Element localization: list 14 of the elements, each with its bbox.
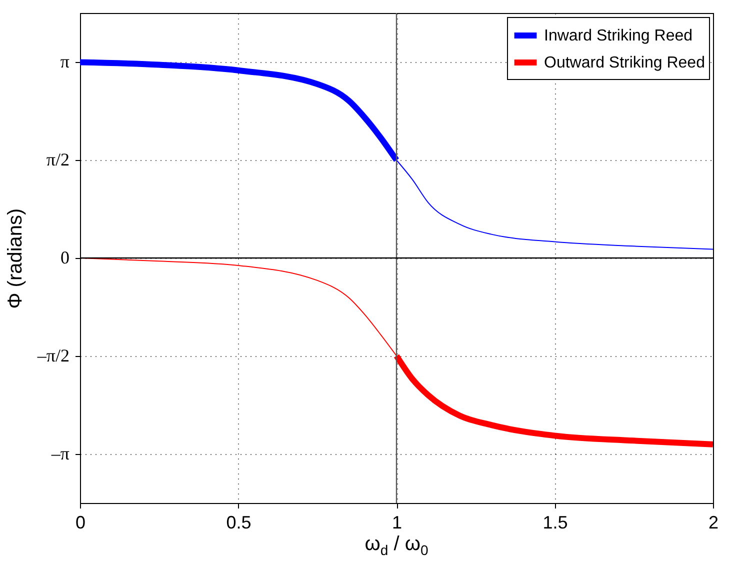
x-tick-label: 2	[708, 512, 719, 532]
y-tick-label: –π	[50, 443, 70, 464]
x-tick-label: 1	[392, 512, 402, 532]
x-tick-label: 0	[75, 512, 86, 532]
y-tick-label: 0	[60, 248, 70, 268]
x-axis-title: ω$_{d}$ / ω$_{0}$	[364, 533, 430, 558]
x-tick-label: 1.5	[542, 512, 568, 532]
x-tick-label: 0.5	[226, 512, 252, 532]
legend-label: Inward Striking Reed	[544, 28, 693, 44]
y-axis-title: Φ (radians)	[4, 208, 26, 309]
y-tick-label: –π/2	[36, 345, 70, 366]
y-tick-label: π	[60, 52, 70, 72]
y-tick-label: π/2	[46, 150, 70, 170]
legend-label: Outward Striking Reed	[544, 54, 705, 72]
